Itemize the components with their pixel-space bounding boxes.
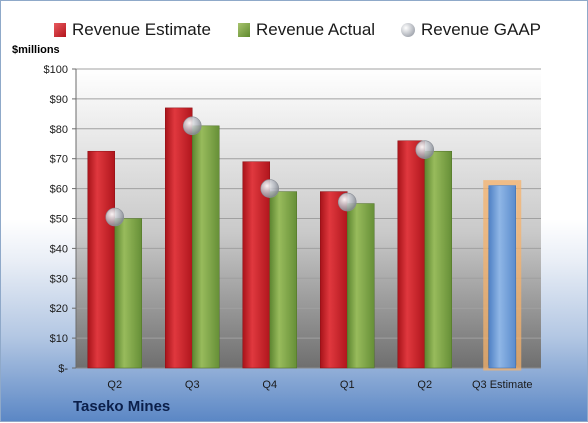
- point-revenue-gaap: [415, 140, 435, 160]
- bar-revenue-actual: [424, 150, 452, 369]
- legend-swatch-gaap: [401, 23, 415, 37]
- legend: Revenue Estimate Revenue Actual Revenue …: [1, 15, 588, 45]
- y-tick-label: $50: [50, 214, 68, 226]
- legend-item-revenue-estimate: Revenue Estimate: [54, 15, 211, 45]
- legend-label-estimate: Revenue Estimate: [72, 20, 211, 39]
- y-tick-label: $60: [50, 184, 68, 196]
- legend-swatch-estimate: [54, 23, 66, 37]
- bar-revenue-estimate: [320, 191, 348, 369]
- y-tick-label: $90: [50, 94, 68, 106]
- x-tick-label: Q2: [417, 379, 432, 391]
- x-tick-label: Q2: [107, 379, 122, 391]
- y-tick-label: $10: [50, 333, 68, 345]
- x-tick-label: Q1: [340, 379, 355, 391]
- bar-revenue-actual: [192, 125, 220, 369]
- bar-revenue-actual: [347, 203, 375, 369]
- y-tick-label: $100: [44, 64, 68, 76]
- y-tick-label: $40: [50, 243, 68, 255]
- point-revenue-gaap: [182, 116, 202, 136]
- bar-revenue-actual: [269, 191, 297, 369]
- point-revenue-gaap: [337, 192, 357, 212]
- company-label: Taseko Mines: [73, 398, 171, 415]
- x-tick-label: Q3 Estimate: [472, 379, 533, 391]
- legend-label-actual: Revenue Actual: [256, 20, 376, 39]
- x-tick-label: Q4: [262, 379, 277, 391]
- y-tick-label: $70: [50, 154, 68, 166]
- x-tick-label: Q3: [185, 379, 200, 391]
- legend-label-gaap: Revenue GAAP: [421, 20, 542, 39]
- legend-item-revenue-actual: Revenue Actual: [238, 15, 375, 45]
- point-revenue-gaap: [260, 179, 280, 198]
- point-revenue-gaap: [105, 207, 125, 227]
- bar-revenue-estimate: [87, 150, 115, 369]
- y-tick-label: $20: [50, 303, 68, 315]
- y-tick-label: $80: [50, 124, 68, 136]
- legend-item-revenue-gaap: Revenue GAAP: [401, 15, 541, 45]
- bar-revenue-estimate: [397, 140, 425, 369]
- y-tick-label: $-: [58, 363, 68, 375]
- y-axis-unit-label: $millions: [12, 44, 60, 56]
- y-tick-label: $30: [50, 273, 68, 285]
- bar-revenue-estimate: [165, 107, 193, 369]
- legend-swatch-actual: [238, 23, 250, 37]
- bar-revenue-projected: [488, 185, 516, 369]
- bar-revenue-actual: [114, 218, 142, 369]
